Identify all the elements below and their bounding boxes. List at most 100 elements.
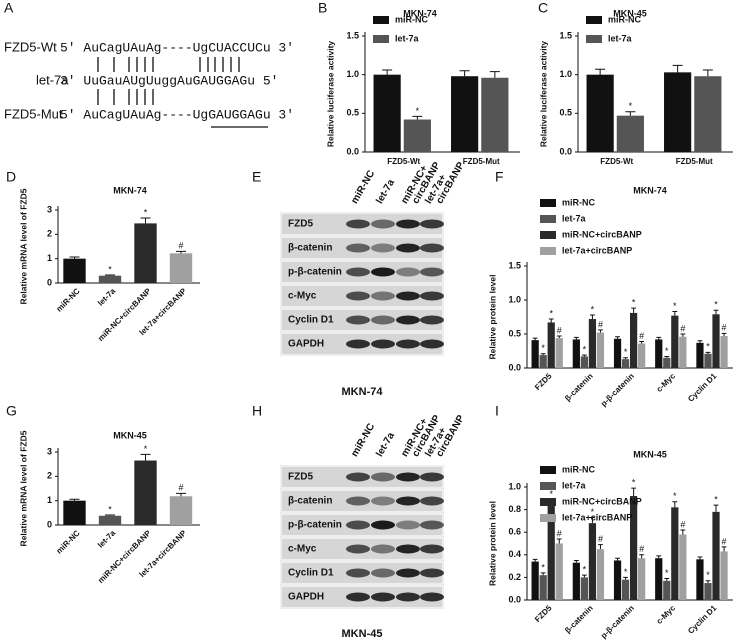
bar bbox=[481, 77, 509, 152]
y-tick-label: 3 bbox=[47, 446, 52, 456]
chart-title: MKN-45 bbox=[633, 449, 667, 459]
x-tick-label: β-catenin bbox=[563, 371, 595, 403]
bar bbox=[451, 76, 479, 152]
legend-swatch bbox=[540, 231, 556, 239]
significance-mark: * bbox=[541, 562, 545, 572]
lane-label: let-7a bbox=[374, 177, 397, 206]
bar bbox=[169, 496, 193, 525]
bar bbox=[588, 523, 597, 600]
y-tick-label: 0.5 bbox=[559, 108, 572, 118]
bar bbox=[134, 460, 157, 525]
legend-swatch bbox=[540, 215, 556, 223]
bar bbox=[596, 332, 605, 368]
blot-band bbox=[346, 315, 370, 325]
bar bbox=[373, 74, 401, 152]
significance-mark: * bbox=[108, 264, 112, 274]
y-tick-label: 1 bbox=[47, 495, 52, 505]
y-tick-label: 0 bbox=[47, 519, 52, 529]
blot-row-label: GAPDH bbox=[288, 592, 324, 603]
error-bar bbox=[595, 68, 606, 75]
bar bbox=[403, 119, 431, 152]
error-bar bbox=[382, 69, 393, 75]
error-bar bbox=[721, 332, 727, 337]
y-tick-label: 0.0 bbox=[508, 594, 521, 604]
y-tick-label: 0.5 bbox=[508, 328, 521, 338]
panel-letter: A bbox=[4, 0, 14, 16]
blot-band bbox=[420, 267, 444, 277]
error-bar bbox=[540, 353, 546, 356]
legend-label: miR-NC bbox=[608, 14, 641, 24]
x-tick-label: β-catenin bbox=[563, 603, 595, 635]
legend-swatch bbox=[540, 247, 556, 255]
y-tick-label: 1.0 bbox=[559, 69, 572, 79]
bar bbox=[588, 319, 597, 368]
bar bbox=[169, 253, 193, 283]
bar bbox=[663, 357, 671, 368]
blot-caption: MKN-74 bbox=[342, 386, 384, 398]
y-axis-label: Relative mRNA level of FZD5 bbox=[18, 430, 28, 546]
legend-swatch bbox=[373, 35, 389, 43]
blot-background bbox=[280, 212, 444, 356]
blot-band bbox=[420, 592, 444, 602]
bar bbox=[572, 562, 580, 600]
y-axis-label: Relative protein level bbox=[487, 501, 497, 586]
significance-mark: # bbox=[598, 319, 603, 329]
blot-band bbox=[371, 592, 395, 602]
bar bbox=[134, 223, 157, 283]
blot-band bbox=[346, 472, 370, 482]
y-tick-label: 1.5 bbox=[346, 30, 359, 40]
legend-label: miR-NC bbox=[562, 197, 595, 207]
bar bbox=[539, 575, 547, 600]
blot-row-label: p-β-catenin bbox=[288, 267, 342, 278]
significance-mark: * bbox=[591, 304, 595, 314]
y-tick-label: 1.0 bbox=[508, 294, 521, 304]
error-bar bbox=[631, 307, 637, 313]
bar bbox=[720, 336, 728, 368]
blot-band bbox=[346, 267, 370, 277]
error-bar bbox=[532, 558, 538, 562]
legend-label: let-7a bbox=[395, 33, 420, 43]
error-bar bbox=[615, 557, 620, 561]
blot-band bbox=[371, 219, 395, 229]
bar bbox=[63, 258, 86, 283]
y-axis-label: Relative luciferase activity bbox=[325, 41, 335, 148]
legend-swatch bbox=[540, 514, 556, 522]
legend-label: let-7a bbox=[562, 213, 587, 223]
bar bbox=[630, 496, 638, 600]
x-tick-label: let-7a bbox=[96, 286, 118, 308]
bar bbox=[613, 338, 622, 368]
x-tick-label: Cyclin D1 bbox=[686, 603, 719, 636]
x-tick-label: miR-NC bbox=[55, 286, 82, 313]
legend-swatch bbox=[373, 16, 389, 24]
blot-row-label: p-β-catenin bbox=[288, 520, 342, 531]
error-bar bbox=[672, 311, 678, 316]
panel-letter: G bbox=[6, 403, 17, 419]
blot-row-label: FZD5 bbox=[288, 219, 313, 230]
significance-mark: # bbox=[722, 536, 727, 546]
bar bbox=[586, 74, 614, 152]
panel-letter: E bbox=[252, 169, 261, 185]
blot-band bbox=[346, 544, 370, 554]
legend-label: let-7a+circBANP bbox=[562, 245, 632, 255]
error-bar bbox=[672, 501, 678, 508]
error-bar bbox=[548, 318, 554, 323]
blot-band bbox=[396, 315, 420, 325]
blot-band bbox=[346, 592, 370, 602]
panel-letter: I bbox=[495, 403, 499, 419]
y-tick-label: 1.5 bbox=[508, 260, 521, 270]
blot-band bbox=[420, 472, 444, 482]
y-tick-label: 2 bbox=[47, 229, 52, 239]
significance-mark: # bbox=[680, 323, 685, 333]
legend-swatch bbox=[540, 482, 556, 490]
error-bar bbox=[615, 336, 620, 339]
significance-mark: # bbox=[178, 241, 183, 251]
legend-label: miR-NC bbox=[562, 464, 595, 474]
chart-title: MKN-45 bbox=[113, 430, 147, 440]
chart-title: MKN-45 bbox=[613, 8, 647, 18]
bar bbox=[696, 342, 704, 368]
error-bar bbox=[69, 498, 80, 501]
x-tick-label: FZD5-Wt bbox=[387, 157, 420, 166]
error-bar bbox=[680, 333, 686, 337]
error-bar bbox=[556, 335, 562, 339]
